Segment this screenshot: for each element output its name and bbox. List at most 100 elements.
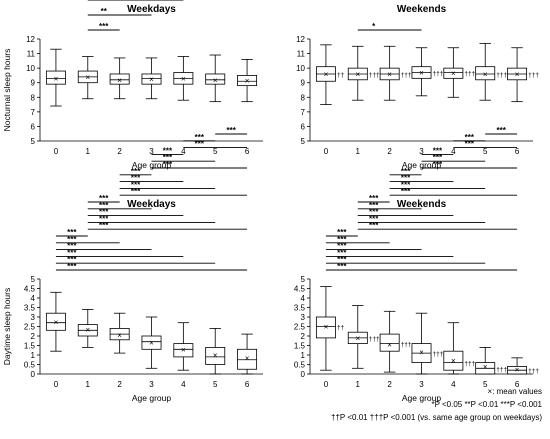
mean-legend-label: : mean values (492, 387, 542, 396)
panel4-comparison-label: *** (465, 140, 475, 149)
panel4-mean-marker: × (451, 357, 456, 366)
panel3-box (45, 312, 66, 331)
panel3-y-label: Daytime sleep hours (2, 288, 12, 365)
panel2-y-tick-label: 10 (296, 64, 305, 73)
panel1-box (45, 70, 66, 85)
panel4-y-tick-label: 5 (301, 275, 306, 284)
panel3-x-tick-label: 0 (54, 380, 59, 389)
panel3-comparison-label: *** (67, 262, 77, 271)
panel3-x-tick-label: 5 (213, 380, 218, 389)
panel3-comparison-label: *** (163, 153, 173, 162)
panel3-comparison-label: *** (99, 201, 109, 210)
panel3-y-tick-label: 0.5 (24, 361, 36, 370)
panel1-comparison-label: * (102, 0, 106, 1)
panel4-comparison-label: *** (369, 208, 379, 217)
panel4-y-tick-label: 3 (301, 313, 306, 322)
panel3-mean-marker: × (54, 318, 59, 327)
panel3-mean-marker: × (85, 325, 90, 334)
panel3-x-label: Age group (132, 393, 171, 403)
panel4-comparison-label: *** (401, 180, 411, 189)
panel1-mean-marker: × (181, 74, 186, 83)
panel2-dagger-mark: ††† (528, 72, 539, 79)
panel3-comparison-label: *** (163, 160, 173, 169)
panel3-mean-marker: × (213, 351, 218, 360)
panel4-comparison-label: *** (401, 174, 411, 183)
dagger-note: ††P <0.01 †††P <0.001 (vs. same age grou… (331, 413, 542, 422)
panel3-mean-marker: × (245, 354, 250, 363)
panel3-y-tick-label: 4 (31, 294, 36, 303)
panel4-y-tick-label: 2 (301, 332, 306, 341)
p-value-note: *P <0.05 **P <0.01 ***P <0.001 (431, 400, 542, 409)
panel4-mean-marker: × (324, 323, 329, 332)
panel2-y-tick-label: 6 (301, 122, 306, 131)
panel1-mean-marker: × (117, 76, 122, 85)
panel2-dagger-mark: ††† (401, 72, 412, 79)
panel2-mean-marker: × (387, 70, 392, 79)
panel4-comparison-label: *** (337, 235, 347, 244)
panel2-x-tick-label: 6 (515, 147, 520, 156)
panel3-mean-marker: × (181, 345, 186, 354)
panel3-comparison-label: *** (67, 248, 77, 257)
panel3-y-tick-label: 1.5 (24, 342, 36, 351)
panel3-x-tick-label: 3 (149, 380, 154, 389)
panel3-comparison-label: *** (163, 146, 173, 155)
panel1-comparison-label: ** (101, 7, 108, 16)
panel4-comparison-label: *** (369, 221, 379, 230)
panel3-box (205, 346, 226, 365)
panel3-y-tick-label: 5 (31, 275, 36, 284)
panel4-box (443, 350, 464, 371)
panel4-x-tick-label: 4 (451, 380, 456, 389)
panel1-x-tick-label: 3 (149, 147, 154, 156)
panel1-title: Weekdays (127, 4, 176, 15)
mean-legend-marker: × (487, 387, 493, 396)
panel3-y-tick-label: 2.5 (24, 323, 36, 332)
panel4-dagger-mark: ††† (528, 368, 539, 375)
panel1-y-tick-label: 7 (31, 108, 36, 117)
panel1-y-tick-label: 11 (27, 50, 36, 59)
panel3-comparison-label: *** (226, 126, 236, 135)
panel4-comparison-label: *** (337, 255, 347, 264)
panel1-mean-marker: × (54, 74, 59, 83)
panel1-y-tick-label: 6 (31, 122, 36, 131)
panel3-comparison-label: *** (99, 194, 109, 203)
panel4-dagger-mark: ††† (433, 351, 444, 358)
panel2-mean-marker: × (324, 70, 329, 79)
panel4-box (379, 333, 400, 352)
panel2-y-tick-label: 7 (301, 108, 306, 117)
panel3-x-tick-label: 1 (86, 380, 91, 389)
panel2-mean-marker: × (451, 69, 456, 78)
panel4-comparison-label: *** (369, 201, 379, 210)
panel3-y-tick-label: 3 (31, 313, 36, 322)
panel4-comparison-label: *** (433, 160, 443, 169)
panel2-x-tick-label: 3 (419, 147, 424, 156)
panel3-y-tick-label: 2 (31, 332, 36, 341)
panel3-x-tick-label: 6 (245, 380, 250, 389)
panel1-x-tick-label: 5 (213, 147, 218, 156)
panel4-dagger-mark: ††† (464, 361, 475, 368)
panel3-x-tick-label: 4 (181, 380, 186, 389)
panel3-comparison-label: *** (67, 235, 77, 244)
panel4-y-tick-label: 3.5 (294, 304, 306, 313)
panel3-comparison-label: *** (99, 208, 109, 217)
panel4-dagger-mark: †† (337, 325, 345, 332)
panel4-x-tick-label: 1 (356, 380, 361, 389)
panel4-x-tick-label: 0 (324, 380, 329, 389)
panel1-x-label: Age group (132, 160, 171, 170)
panel4-mean-marker: × (515, 365, 520, 374)
panel2-y-tick-label: 9 (301, 79, 306, 88)
panel3-comparison-label: *** (99, 221, 109, 230)
panel2-y-tick-label: 12 (296, 35, 305, 44)
panel4-comparison-label: *** (401, 187, 411, 196)
panel4-y-tick-label: 0 (301, 370, 306, 379)
panel1-mean-marker: × (245, 77, 250, 86)
panel3-y-tick-label: 0 (31, 370, 36, 379)
panel4-comparison-label: *** (337, 228, 347, 237)
panel3-box (173, 343, 194, 358)
panel1-x-tick-label: 0 (54, 147, 59, 156)
panel4-comparison-label: *** (369, 194, 379, 203)
panel1-y-label: Nocturnal sleep hours (2, 49, 12, 132)
panel2-y-tick-label: 11 (297, 50, 306, 59)
panel1-x-tick-label: 1 (86, 147, 91, 156)
panel1-comparison-label: *** (99, 22, 109, 31)
panel4-x-tick-label: 3 (419, 380, 424, 389)
